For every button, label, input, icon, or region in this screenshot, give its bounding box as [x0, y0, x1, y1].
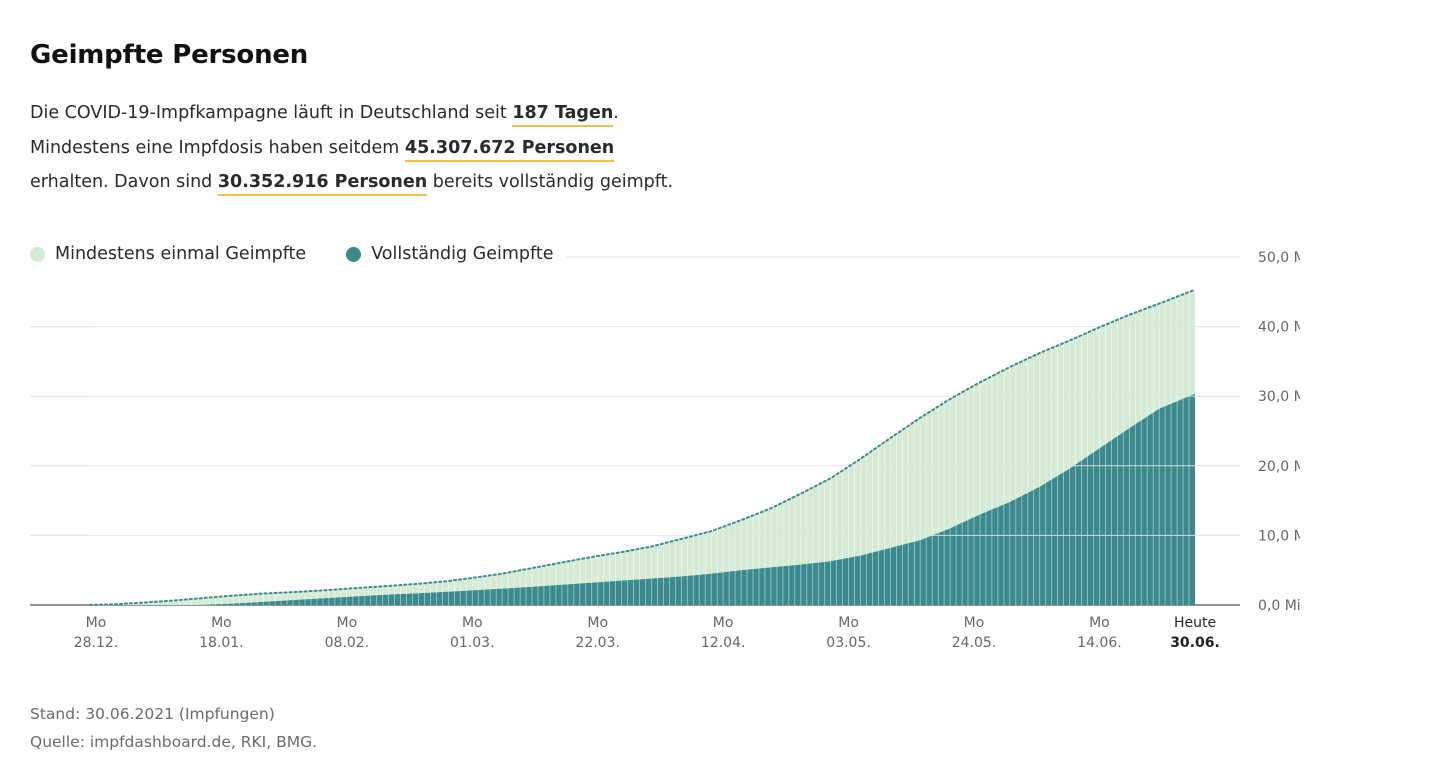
- x-tick-weekday: Mo: [211, 615, 232, 631]
- x-tick-weekday: Mo: [337, 615, 358, 631]
- x-tick-date: 24.05.: [952, 635, 997, 651]
- intro-text-part: erhalten. Davon sind: [30, 172, 218, 192]
- x-tick-date: 18.01.: [199, 635, 244, 651]
- chart-areas: [90, 289, 1195, 605]
- intro-text-part: Die COVID-19-Impfkampagne läuft in Deuts…: [30, 103, 513, 123]
- x-tick-weekday: Mo: [964, 615, 985, 631]
- intro-line-days: Die COVID-19-Impfkampagne läuft in Deuts…: [30, 96, 750, 131]
- x-tick-weekday: Mo: [462, 615, 483, 631]
- y-tick-label: 20,0 Mio.: [1258, 459, 1300, 475]
- x-tick-weekday: Heute: [1174, 615, 1216, 631]
- y-tick-label: 0,0 Mio.: [1258, 598, 1300, 614]
- x-tick-date: 28.12.: [74, 635, 119, 651]
- legend-item-fully-vaccinated[interactable]: Vollständig Geimpfte: [346, 244, 554, 264]
- x-tick-weekday: Mo: [838, 615, 859, 631]
- x-tick-weekday: Mo: [587, 615, 608, 631]
- y-tick-label: 30,0 Mio.: [1258, 389, 1300, 405]
- first-dose-count-highlight: 45.307.672 Personen: [404, 137, 615, 162]
- area-first-dose: [90, 289, 1195, 605]
- vaccination-chart: 0,0 Mio. 10,0 Mio. 20,0 Mio. 30,0 Mio. 40,0 …: [30, 250, 1300, 651]
- legend-label-fully-vaccinated: Vollständig Geimpfte: [371, 244, 554, 264]
- x-tick-weekday: Mo: [1089, 615, 1110, 631]
- intro-text: Die COVID-19-Impfkampagne läuft in Deuts…: [30, 96, 750, 200]
- x-tick-date: 22.03.: [575, 635, 620, 651]
- x-axis: Mo 28.12. Mo 18.01. Mo 08.02. Mo 01.03. Mo 22.03.…: [74, 615, 1220, 651]
- intro-text-part: .: [613, 103, 619, 123]
- x-tick-weekday: Mo: [86, 615, 107, 631]
- chart-day-stripes: [30, 256, 1240, 605]
- legend-dot-fully-vaccinated: [346, 246, 362, 262]
- y-tick-label: 10,0 Mio.: [1258, 528, 1300, 544]
- x-tick-date: 03.05.: [826, 635, 871, 651]
- legend-item-first-dose[interactable]: Mindestens einmal Geimpfte: [30, 244, 306, 264]
- intro-text-part: Mindestens eine Impfdosis haben seitdem: [30, 137, 405, 158]
- intro-text-part: bereits vollständig geimpft.: [427, 172, 674, 192]
- intro-line-first-dose: Mindestens eine Impfdosis haben seitdem …: [30, 131, 750, 166]
- legend-label-first-dose: Mindestens einmal Geimpfte: [55, 244, 307, 264]
- data-source: Quelle: impfdashboard.de, RKI, BMG.: [30, 733, 318, 751]
- line-first-dose: [89, 288, 1196, 606]
- days-count-highlight: 187 Tagen: [512, 103, 614, 127]
- intro-line-fully-vaccinated: erhalten. Davon sind 30.352.916 Personen…: [30, 165, 750, 200]
- x-tick-date: 14.06.: [1077, 635, 1122, 651]
- data-status: Stand: 30.06.2021 (Impfungen): [30, 705, 275, 723]
- x-tick-date: 01.03.: [450, 635, 495, 651]
- fully-vaccinated-count-highlight: 30.352.916 Personen: [217, 172, 428, 196]
- chart-title: Geimpfte Personen: [30, 40, 309, 70]
- chart-lines: [89, 288, 1196, 606]
- y-tick-label: 50,0 Mio.: [1258, 250, 1300, 266]
- area-mask: [90, 260, 1195, 605]
- y-axis: 0,0 Mio. 10,0 Mio. 20,0 Mio. 30,0 Mio. 40,0 …: [1258, 250, 1300, 614]
- chart-footer: Stand: 30.06.2021 (Impfungen) Quelle: im…: [30, 700, 317, 756]
- x-tick-date: 12.04.: [701, 635, 746, 651]
- y-tick-label: 40,0 Mio.: [1258, 320, 1300, 336]
- legend-dot-first-dose: [30, 246, 45, 262]
- x-tick-weekday: Mo: [713, 615, 734, 631]
- chart-legend: Mindestens einmal Geimpfte Vollständig G…: [30, 240, 566, 268]
- area-fully-vaccinated: [90, 393, 1195, 605]
- x-tick-date: 30.06.: [1170, 635, 1220, 651]
- x-tick-date: 08.02.: [325, 635, 370, 651]
